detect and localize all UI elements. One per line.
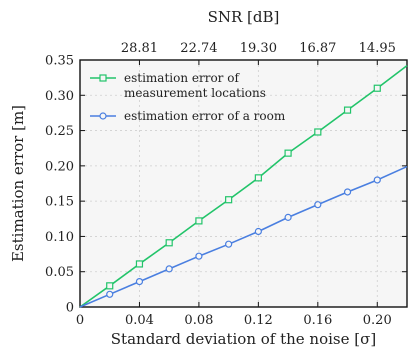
x-tick-label: 0.20	[363, 313, 392, 328]
x-tick-label: 0.16	[303, 313, 332, 328]
top-tick-label: 14.95	[359, 41, 396, 56]
data-point-square	[135, 260, 144, 268]
legend-marker-circle	[99, 112, 107, 120]
data-point-circle	[106, 290, 114, 298]
top-tick-label: 16.87	[299, 41, 336, 56]
x-tick-label: 0.04	[125, 313, 154, 328]
data-point-circle	[195, 252, 203, 260]
y-axis-title: Estimation error [m]	[9, 105, 27, 262]
x-tick-label: 0.08	[184, 313, 213, 328]
data-point-square	[254, 174, 262, 182]
top-axis-title: SNR [dB]	[208, 8, 280, 26]
data-point-circle	[314, 201, 322, 209]
y-tick-label: 0.05	[45, 265, 74, 280]
data-point-circle	[343, 188, 352, 196]
data-point-square	[343, 106, 352, 114]
y-tick-label: 0	[66, 301, 74, 316]
data-point-circle	[254, 227, 262, 236]
legend-label: estimation error of a room	[124, 109, 286, 123]
plot-frame	[79, 59, 408, 308]
top-tick-label: 19.30	[240, 41, 277, 56]
y-tick-label: 0.20	[45, 159, 74, 174]
data-point-circle	[135, 277, 144, 286]
series-line-2	[79, 165, 408, 308]
data-point-circle	[373, 176, 381, 184]
data-point-circle	[165, 265, 173, 273]
data-point-circle	[225, 240, 233, 248]
legend-label: measurement locations	[124, 86, 266, 100]
data-point-square	[373, 84, 381, 92]
y-tick-label: 0.35	[45, 54, 74, 69]
y-tick-label: 0.10	[45, 230, 74, 245]
data-point-square	[225, 196, 233, 204]
data-point-square	[284, 149, 292, 157]
top-tick-label: 28.81	[121, 41, 158, 56]
x-tick-label: 0	[76, 313, 84, 328]
data-point-circle	[284, 213, 292, 221]
data-point-square	[165, 239, 173, 247]
x-axis-title: Standard deviation of the noise [σ]	[111, 330, 376, 348]
legend-marker-square	[99, 74, 107, 82]
ticks: 0 0.05 0.10 0.15 0.20 0.25 0.30 0.35 0 0.04 0.08 0.…	[45, 41, 407, 328]
data-point-square	[314, 128, 322, 136]
data-point-square	[195, 217, 203, 225]
data-point-square	[106, 282, 114, 290]
legend-label: estimation error of	[124, 71, 240, 85]
series-lines	[79, 65, 408, 308]
y-tick-label: 0.15	[45, 195, 74, 210]
series-line-1	[79, 65, 408, 308]
y-tick-label: 0.30	[45, 89, 74, 104]
x-tick-label: 0.12	[244, 313, 273, 328]
y-tick-label: 0.25	[45, 124, 74, 139]
top-tick-label: 22.74	[180, 41, 217, 56]
